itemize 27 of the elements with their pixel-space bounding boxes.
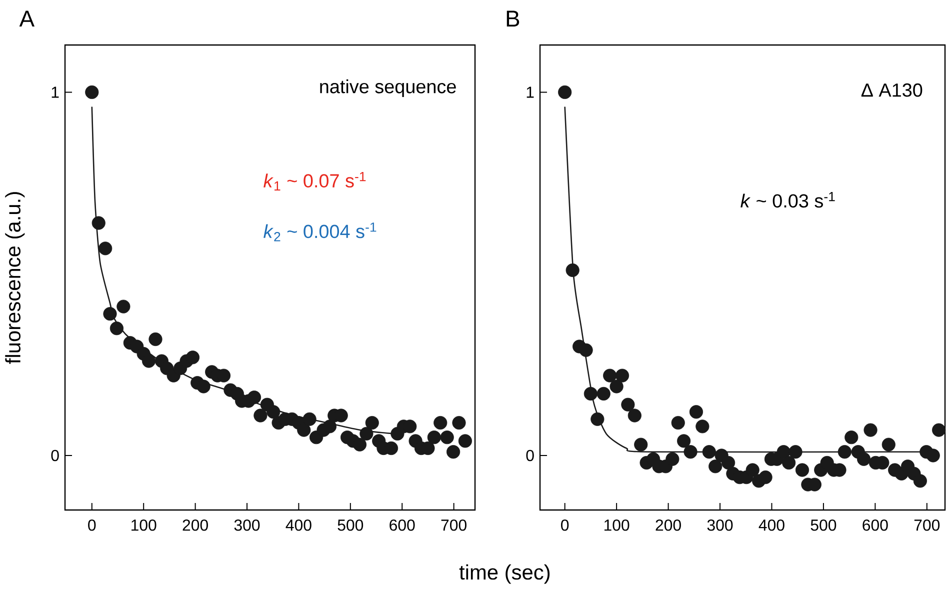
- x-tick-label: 100: [132, 520, 156, 531]
- y-axis-title: fluorescence (a.u.): [5, 192, 25, 364]
- x-tick-label: 200: [656, 520, 681, 531]
- annotation: k$_{2}$ ~ 0.004 s$^{-1}$: [264, 222, 376, 242]
- x-tick-label: 500: [810, 520, 836, 531]
- x-tick-label: 200: [182, 520, 208, 531]
- x-tick-label: 300: [234, 520, 260, 531]
- chart-title: A: [19, 10, 35, 27]
- x-tick-label: 300: [707, 520, 733, 531]
- x-tick-label: 600: [862, 520, 888, 531]
- x-tick-label: 400: [758, 520, 784, 531]
- x-tick-label: 700: [441, 520, 466, 531]
- x-tick-label: 700: [914, 520, 940, 531]
- annotation: k ~ 0.03 s$^{-1}$: [740, 192, 835, 208]
- x-tick-label: 400: [286, 520, 312, 531]
- annotation: native sequence: [320, 79, 456, 98]
- annotation: k$_{1}$ ~ 0.07 s$^{-1}$: [264, 172, 366, 191]
- x-axis-title: time (sec): [459, 564, 550, 584]
- y-tick-label: 1: [526, 86, 534, 98]
- y-tick-label: 1: [52, 86, 59, 98]
- x-tick-label: 500: [338, 520, 364, 531]
- annotation: Δ A130: [861, 83, 922, 97]
- x-tick-label: 0: [561, 520, 569, 531]
- x-tick-label: 0: [88, 520, 96, 531]
- x-tick-label: 600: [390, 520, 415, 531]
- x-tick-label: 100: [604, 520, 630, 531]
- chart-title: B: [506, 10, 520, 27]
